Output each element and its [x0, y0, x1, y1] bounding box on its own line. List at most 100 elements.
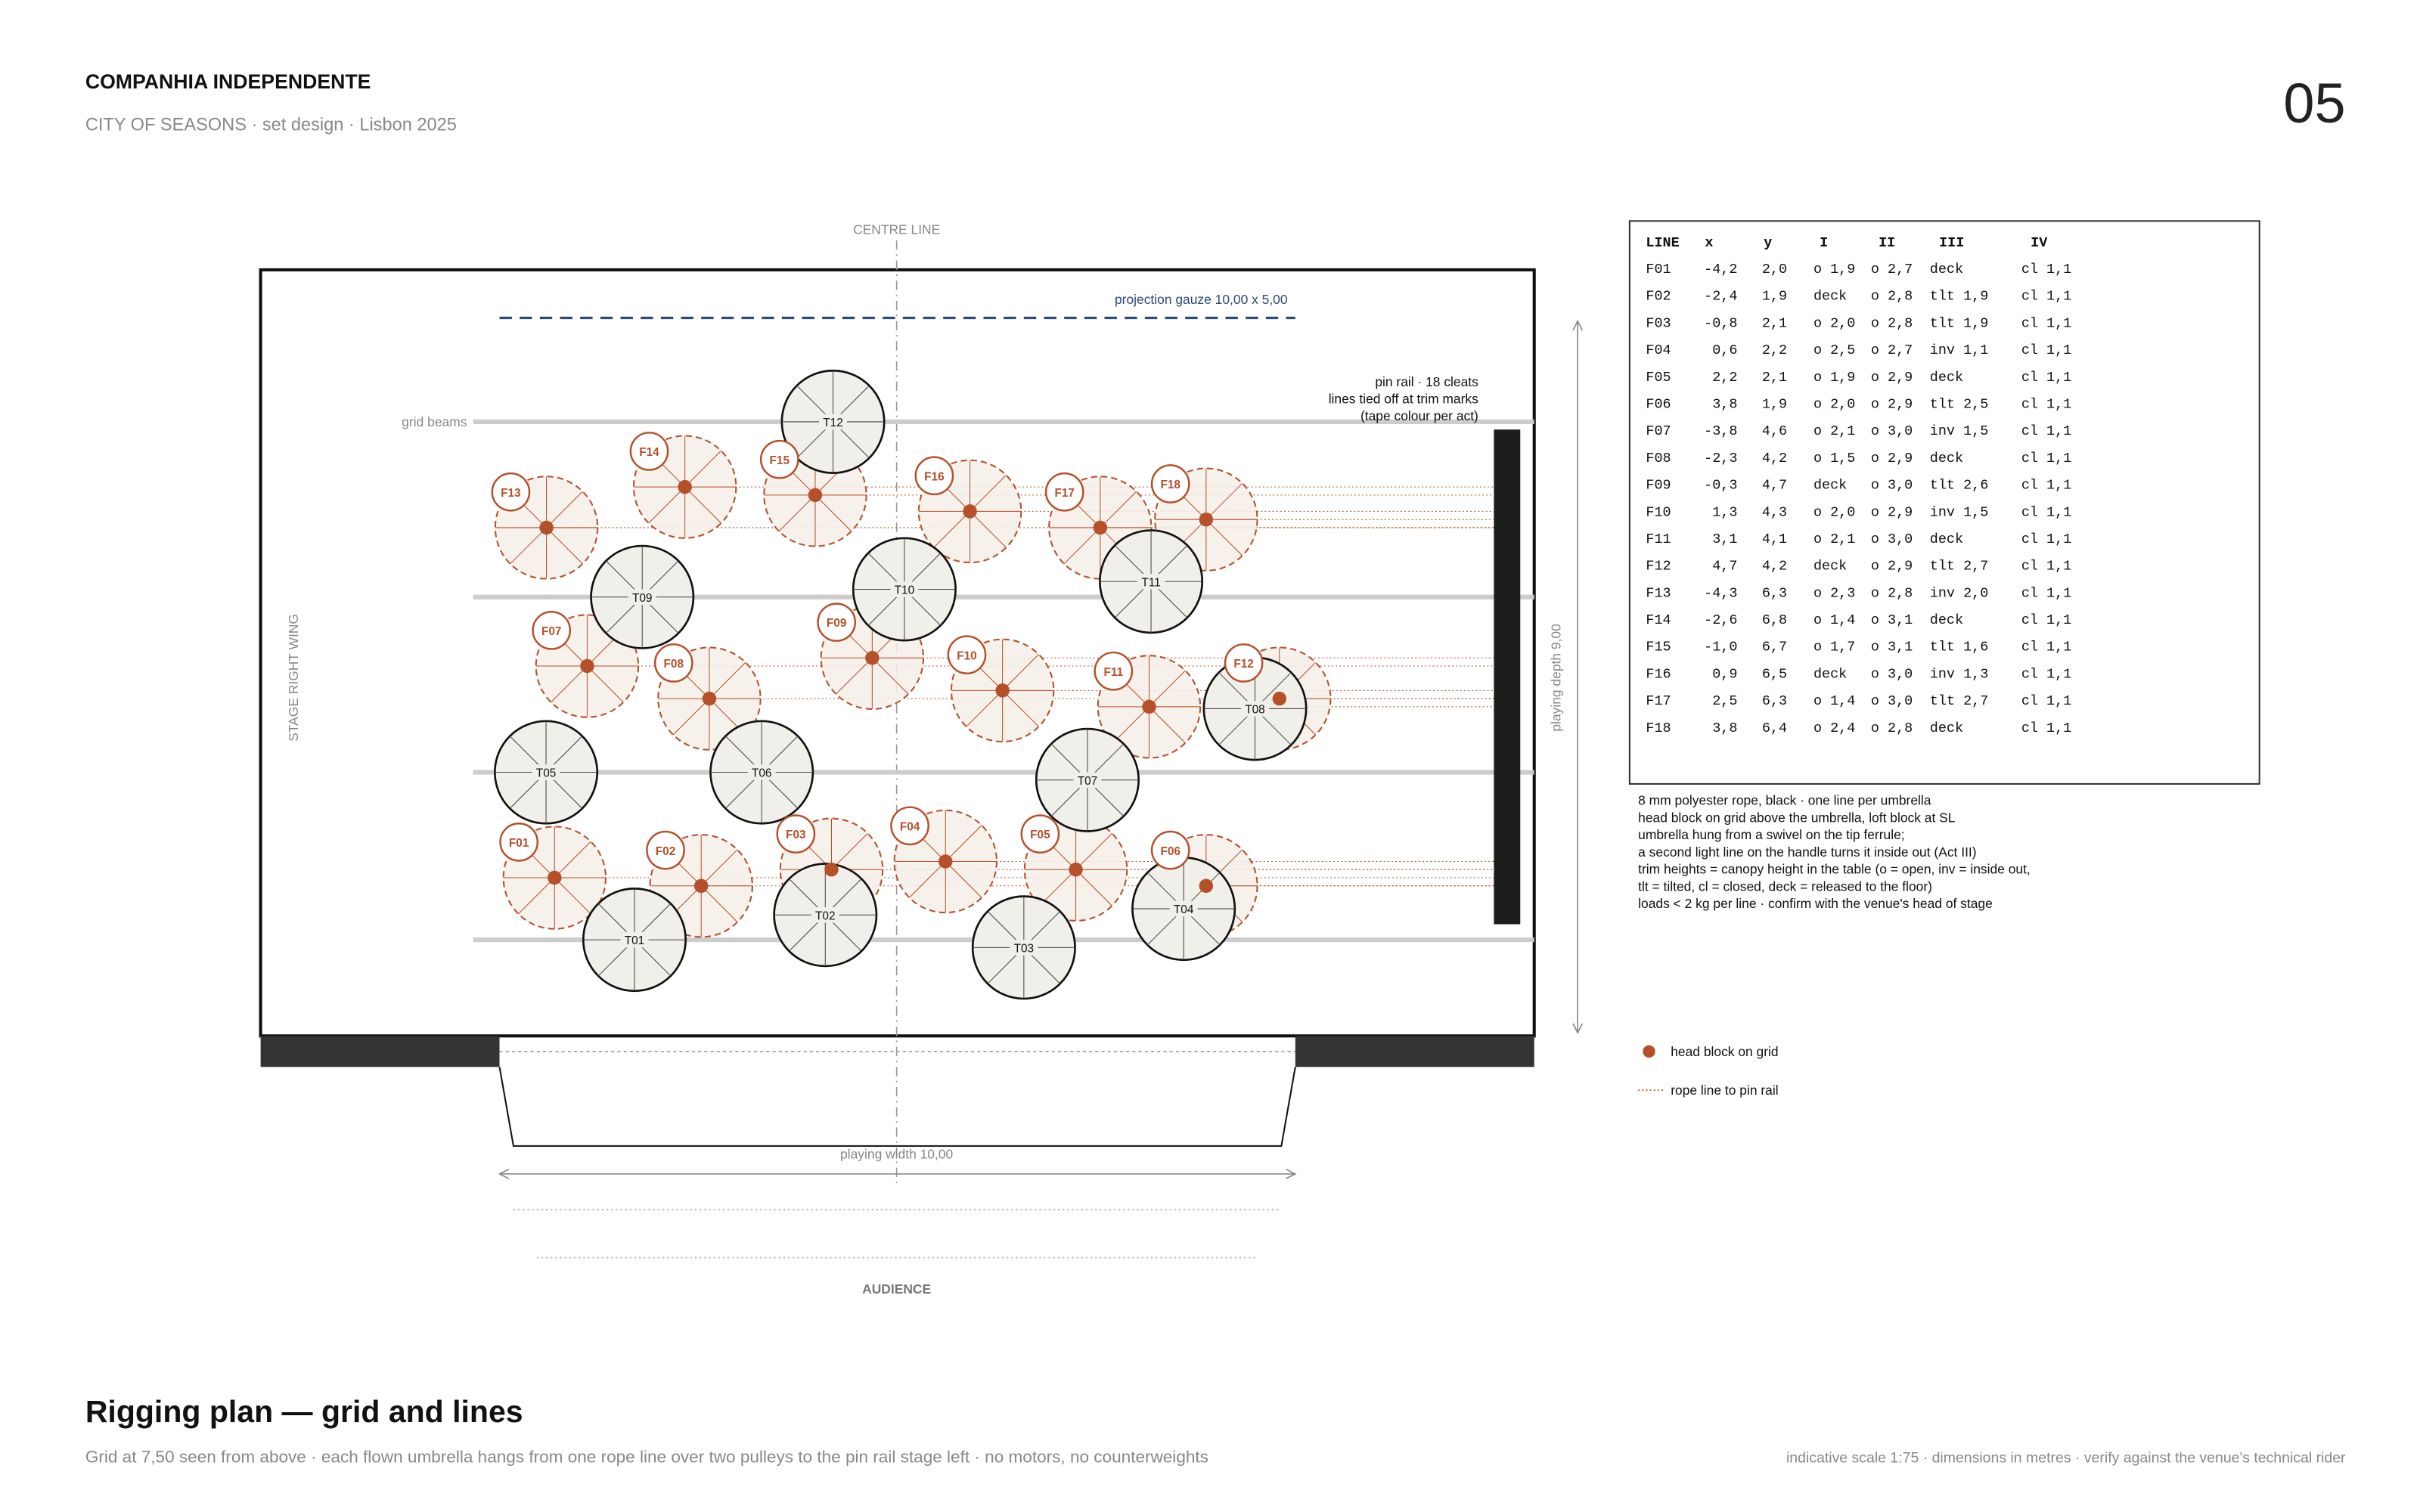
- table-cell: o 3,0: [1871, 693, 1913, 709]
- spoke: [709, 662, 746, 699]
- table-cell: o 2,9: [1871, 396, 1913, 412]
- table-cell: 2,1: [1762, 315, 1787, 331]
- table-cell: deck: [1930, 370, 1963, 386]
- legend-label: head block on grid: [1671, 1044, 1778, 1059]
- spoke: [933, 511, 970, 548]
- flown-tag: [1044, 472, 1084, 512]
- pin-rail-note: pin rail · 18 cleats: [1375, 374, 1478, 389]
- table-cell: o 2,8: [1871, 289, 1913, 305]
- table-cell: 2,5: [1712, 693, 1737, 709]
- table-cell: deck: [1930, 262, 1963, 277]
- flown-label: F02: [656, 845, 676, 858]
- table-cell: F08: [1646, 451, 1671, 466]
- table-cell: 2,1: [1762, 370, 1787, 386]
- table-cell: 4,6: [1762, 423, 1787, 439]
- table-cell: o 2,7: [1871, 262, 1913, 277]
- flown-tag: [1020, 814, 1060, 854]
- table-cell: -4,2: [1704, 262, 1737, 277]
- spoke: [554, 877, 591, 915]
- spoke: [1002, 654, 1039, 691]
- spoke: [1149, 670, 1186, 708]
- table-cell: -3,8: [1704, 423, 1737, 439]
- table-cell: 3,8: [1712, 720, 1737, 736]
- table-cell: 6,3: [1762, 693, 1787, 709]
- stage: CENTRE LINE projection gauze 10,00 x 5,0…: [259, 222, 1584, 1297]
- head-block: [548, 870, 562, 885]
- gauze-label: projection gauze 10,00 x 5,00: [1115, 292, 1288, 307]
- head-block: [1069, 863, 1083, 877]
- table-header: I: [1820, 235, 1828, 251]
- spoke: [970, 475, 1007, 512]
- table-cell: tlt 1,6: [1930, 640, 1989, 655]
- umbrellas: T01 T02 T03 T04 T05 T06 T07 T08 T09 T10 T11 T12 F01 F…: [491, 369, 1494, 1000]
- fixed-label: T10: [895, 584, 915, 597]
- table-cell: cl 1,1: [2021, 342, 2071, 358]
- flown-tag: [1094, 651, 1134, 691]
- spoke: [814, 494, 852, 532]
- table-cell: inv 1,5: [1930, 504, 1989, 520]
- table-cell: 2,2: [1712, 370, 1737, 386]
- pin-rail-note: (tape colour per act): [1360, 408, 1478, 423]
- page-number: 05: [2283, 72, 2345, 135]
- fixed-label: T07: [1078, 775, 1098, 788]
- table-header: y: [1764, 235, 1772, 251]
- flown-label: F06: [1160, 845, 1181, 858]
- apron: [498, 1067, 1296, 1147]
- table-cell: tlt 2,6: [1930, 478, 1989, 494]
- spoke: [1112, 706, 1150, 744]
- head-block: [539, 520, 554, 535]
- spoke: [684, 486, 721, 524]
- legend-label: rope line to pin rail: [1671, 1083, 1778, 1098]
- table-cell: cl 1,1: [2021, 478, 2071, 494]
- spoke: [778, 494, 816, 532]
- table-cell: -2,6: [1704, 612, 1737, 628]
- table-cell: 0,9: [1712, 666, 1737, 682]
- table-cell: cl 1,1: [2021, 693, 2071, 709]
- table-cell: deck: [1930, 451, 1963, 466]
- flown-tag: [776, 814, 816, 854]
- fixed-label: T12: [823, 417, 843, 429]
- table-cell: cl 1,1: [2021, 396, 2071, 412]
- spoke: [871, 657, 909, 695]
- table-cell: 1,9: [1762, 289, 1787, 305]
- table-cell: deck: [1813, 666, 1847, 682]
- table-cell: inv 1,1: [1930, 342, 1989, 358]
- flown-label: F17: [1054, 487, 1075, 500]
- table-header: x: [1705, 235, 1713, 251]
- table-cell: deck: [1930, 531, 1963, 547]
- company: COMPANHIA INDEPENDENTE: [85, 70, 371, 93]
- table-cell: F12: [1646, 559, 1671, 575]
- note-line: a second light line on the handle turns …: [1638, 844, 1976, 860]
- flown-tag: [491, 472, 531, 512]
- flown-tag: [1150, 464, 1190, 503]
- flown-label: F12: [1233, 658, 1254, 671]
- flown-label: F08: [664, 658, 684, 671]
- label-bg: [1137, 573, 1165, 590]
- table-header: LINE: [1646, 235, 1679, 251]
- fixed-label: T05: [536, 767, 557, 780]
- head-block: [963, 504, 977, 519]
- table-cell: -4,3: [1704, 585, 1737, 601]
- table-cell: F10: [1646, 504, 1671, 520]
- flown-tag: [914, 456, 954, 496]
- label-bg: [1073, 772, 1102, 789]
- table-cell: -2,4: [1704, 289, 1737, 305]
- table-cell: o 3,1: [1871, 640, 1913, 655]
- label-bg: [890, 581, 919, 597]
- table-cell: o 1,4: [1813, 693, 1855, 709]
- note-line: tlt = tilted, cl = closed, deck = releas…: [1638, 878, 1932, 894]
- table-cell: 1,3: [1712, 504, 1737, 520]
- head-block: [693, 878, 709, 894]
- label-bg: [620, 931, 649, 948]
- head-block: [580, 658, 594, 674]
- head-block: [1272, 691, 1287, 706]
- table-cell: cl 1,1: [2021, 585, 2071, 601]
- spoke: [970, 511, 1007, 548]
- table-cell: tlt 1,9: [1930, 289, 1989, 305]
- pin-rail-note: lines tied off at trim marks: [1329, 391, 1478, 406]
- spoke: [648, 486, 686, 524]
- spoke: [1205, 482, 1243, 520]
- head-block: [1199, 512, 1214, 527]
